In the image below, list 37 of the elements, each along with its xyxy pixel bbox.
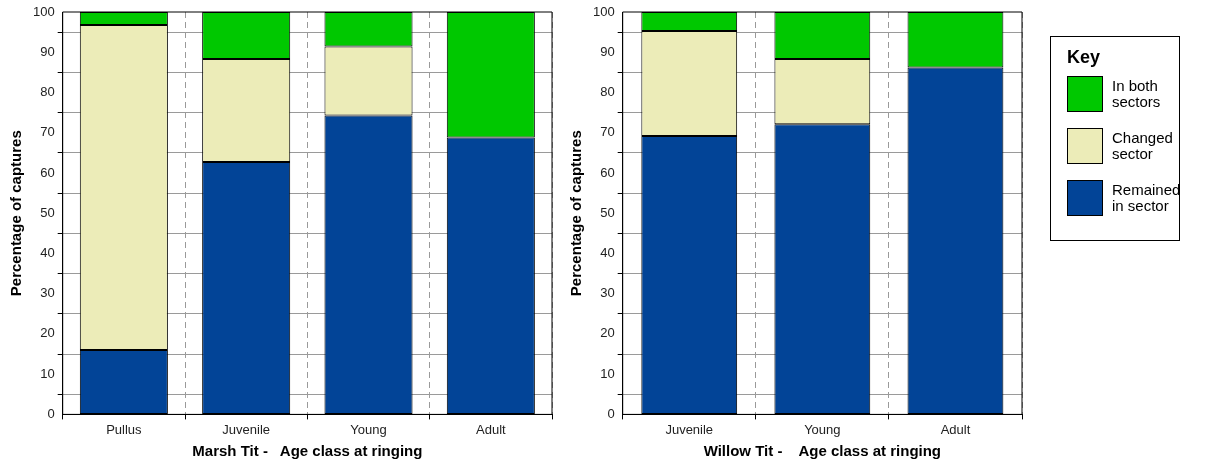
y-tick-label: 90 bbox=[40, 43, 55, 59]
legend-label: In both sectors bbox=[1112, 77, 1162, 110]
x-axis-title: Marsh Tit - Age class at ringing bbox=[192, 442, 423, 460]
y-tick-label: 100 bbox=[592, 3, 615, 19]
y-tick-label: 40 bbox=[40, 245, 55, 261]
y-tick-label: 80 bbox=[600, 84, 615, 100]
x-tick-label: Adult bbox=[476, 421, 507, 437]
x-tick-label: Juvenile bbox=[665, 421, 714, 437]
y-tick-label: 40 bbox=[600, 245, 615, 261]
y-tick-label: 10 bbox=[600, 365, 615, 381]
y-tick-label: 100 bbox=[32, 3, 55, 19]
x-tick-label: Juvenile bbox=[222, 421, 271, 437]
x-tick-label: Young bbox=[350, 421, 387, 437]
x-tick-label: Adult bbox=[940, 421, 971, 437]
legend-title: Key bbox=[1067, 47, 1102, 68]
y-tick-label: 90 bbox=[600, 43, 615, 59]
x-tick-label: Young bbox=[804, 421, 841, 437]
y-tick-label: 80 bbox=[40, 84, 55, 100]
y-tick-label: 70 bbox=[600, 124, 615, 140]
y-tick-label: 50 bbox=[600, 204, 615, 220]
y-tick-label: 50 bbox=[40, 204, 55, 220]
y-tick-label: 20 bbox=[600, 325, 615, 341]
x-axis-title: Willow Tit - Age class at ringing bbox=[703, 442, 942, 460]
y-tick-label: 0 bbox=[47, 405, 55, 421]
text: Remained in sector bbox=[1112, 181, 1181, 214]
y-tick-label: 60 bbox=[600, 164, 615, 180]
y-tick-label: 20 bbox=[40, 325, 55, 341]
y-tick-label: 30 bbox=[600, 285, 615, 301]
x-tick-label: Pullus bbox=[106, 421, 143, 437]
y-tick-label: 60 bbox=[40, 164, 55, 180]
legend-label: Changed sector bbox=[1112, 129, 1173, 162]
y-tick-label: 70 bbox=[40, 124, 55, 140]
y-tick-label: 10 bbox=[40, 365, 55, 381]
y-axis-title: Percentage of captures bbox=[567, 130, 585, 297]
y-tick-label: 30 bbox=[40, 285, 55, 301]
y-axis-title: Percentage of captures bbox=[7, 130, 25, 297]
y-tick-label: 0 bbox=[607, 405, 615, 421]
